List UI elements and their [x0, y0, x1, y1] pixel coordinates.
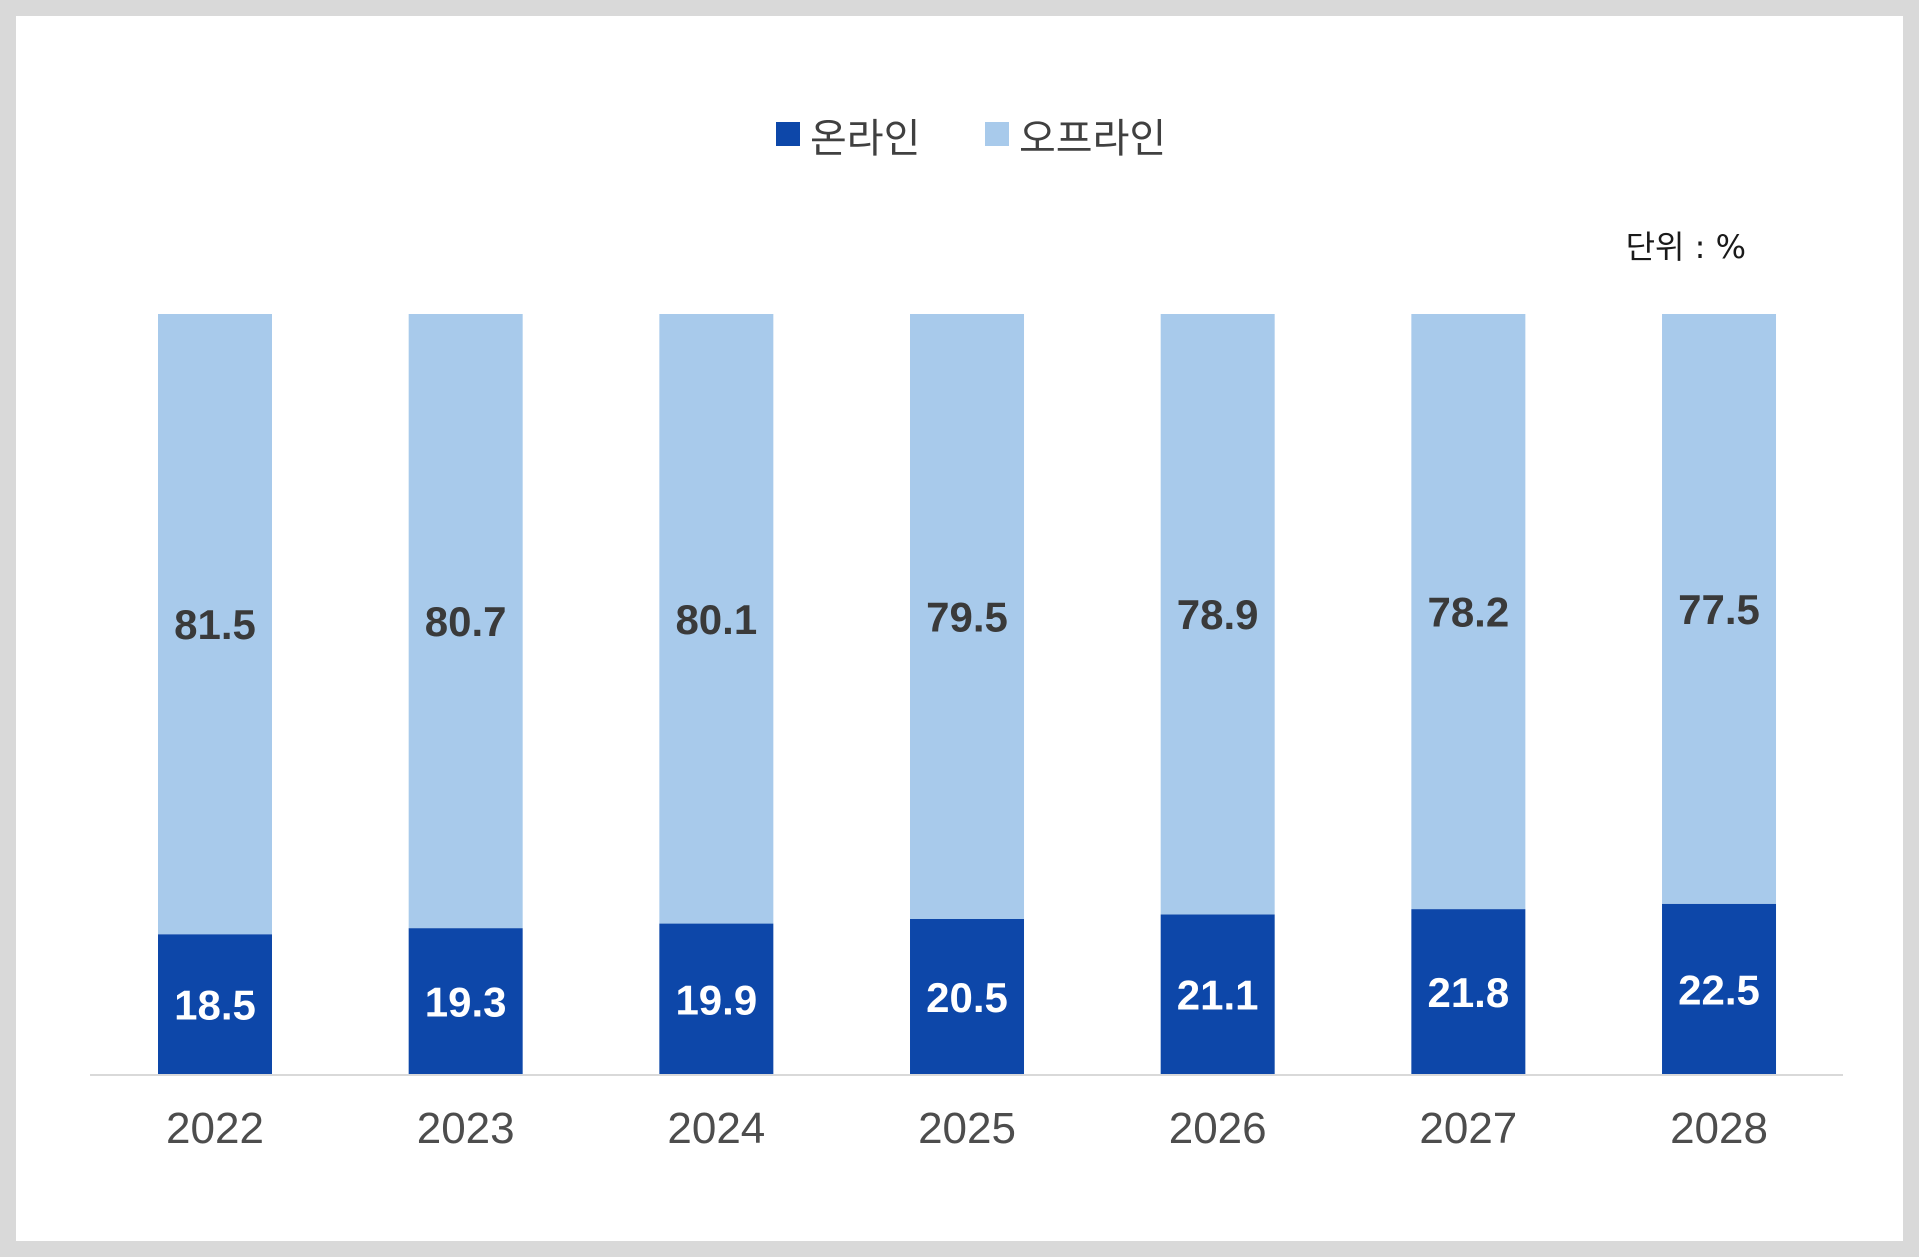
data-label-offline-2023: 80.7	[425, 598, 507, 645]
bar-offline-2026	[1160, 314, 1275, 915]
bar-online-2024	[659, 923, 774, 1075]
bar-online-2027	[1411, 909, 1526, 1075]
bar-online-2028	[1662, 903, 1777, 1075]
x-axis-ticks: 2022 2023 2024 2025 2026 2027 2028	[166, 1104, 1768, 1153]
bar-offline-2022	[158, 314, 272, 935]
data-label-offline-2026: 78.9	[1177, 591, 1259, 638]
legend-swatch-offline	[985, 122, 1009, 146]
x-tick-label-2023: 2023	[417, 1104, 515, 1153]
data-label-offline-2028: 77.5	[1678, 586, 1760, 633]
data-label-offline-2022: 81.5	[174, 601, 256, 648]
data-label-online-2028: 22.5	[1678, 966, 1760, 1013]
bars-layer	[158, 314, 1777, 1075]
legend-label-online: 온라인	[810, 116, 920, 162]
unit-note: 단위 : %	[1626, 228, 1746, 266]
data-label-online-2025: 20.5	[926, 974, 1008, 1021]
bar-offline-2024	[659, 314, 774, 924]
bar-offline-2023	[408, 314, 523, 929]
bar-online-2026	[1160, 914, 1275, 1075]
x-tick-label-2028: 2028	[1670, 1104, 1768, 1153]
data-labels-layer: 18.5 81.5 19.3 80.7 19.9 80.1 20.5 79.5 21.1 78.9…	[174, 586, 1760, 1029]
x-tick-label-2025: 2025	[918, 1104, 1016, 1153]
bar-online-2022	[158, 934, 272, 1075]
x-tick-label-2024: 2024	[667, 1104, 765, 1153]
bar-offline-2028	[1662, 314, 1777, 904]
legend-swatch-online	[776, 122, 800, 146]
data-label-online-2022: 18.5	[174, 982, 256, 1029]
data-label-online-2026: 21.1	[1177, 972, 1259, 1019]
x-tick-label-2022: 2022	[166, 1104, 264, 1153]
legend: 온라인 오프라인	[776, 116, 1166, 162]
bar-online-2023	[408, 928, 523, 1075]
data-label-online-2027: 21.8	[1427, 969, 1509, 1016]
data-label-online-2023: 19.3	[425, 979, 507, 1026]
bar-online-2025	[910, 918, 1025, 1075]
bar-offline-2025	[910, 314, 1025, 919]
data-label-offline-2024: 80.1	[675, 596, 757, 643]
data-label-offline-2027: 78.2	[1427, 589, 1509, 636]
x-tick-label-2027: 2027	[1419, 1104, 1517, 1153]
legend-label-offline: 오프라인	[1019, 116, 1166, 162]
data-label-online-2024: 19.9	[675, 976, 757, 1023]
x-tick-label-2026: 2026	[1169, 1104, 1267, 1153]
data-label-offline-2025: 79.5	[926, 593, 1008, 640]
bar-offline-2027	[1411, 314, 1526, 910]
